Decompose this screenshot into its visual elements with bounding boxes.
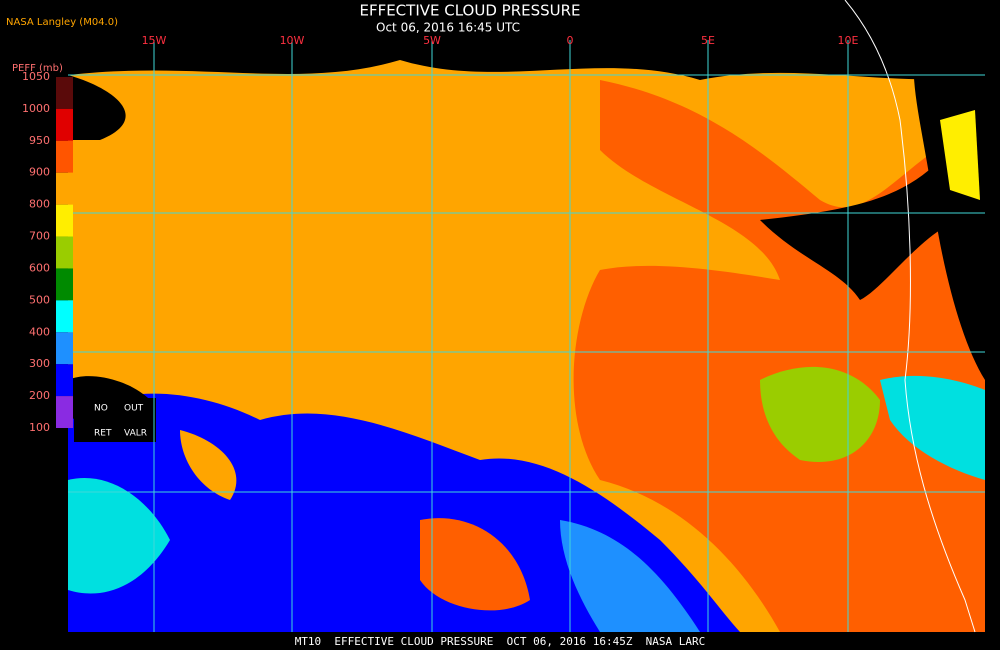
legend-swatch xyxy=(56,396,73,428)
source: NASA Langley (M04.0) xyxy=(6,17,118,28)
legend-swatch xyxy=(56,204,73,237)
legend-swatch xyxy=(56,108,73,141)
clear-sky xyxy=(760,160,940,300)
legend-swatch xyxy=(56,236,73,269)
legend-flag: OUT xyxy=(124,404,144,414)
legend-swatch xyxy=(56,364,73,397)
low-cloud xyxy=(420,518,530,611)
lon-label: 0 xyxy=(567,34,574,47)
high-cloud xyxy=(560,520,700,632)
legend-label: 950 xyxy=(29,134,50,147)
flag-box xyxy=(74,398,156,442)
legend-swatch xyxy=(56,300,73,333)
legend-label: 200 xyxy=(29,389,50,402)
legend-label: 400 xyxy=(29,325,50,338)
title: EFFECTIVE CLOUD PRESSURE xyxy=(359,2,580,20)
legend-label: 1000 xyxy=(22,102,50,115)
legend-swatch xyxy=(56,332,73,365)
legend-title: PEFF (mb) xyxy=(12,63,63,74)
coastline xyxy=(844,0,976,633)
legend-label: 900 xyxy=(29,166,50,179)
mid-cloud xyxy=(760,366,880,462)
legend-swatch xyxy=(56,268,73,301)
high-cloud xyxy=(68,478,170,594)
legend-swatch xyxy=(56,77,73,109)
legend-swatch xyxy=(56,172,73,205)
lon-label: 10E xyxy=(838,34,859,47)
legend-label: 800 xyxy=(29,198,50,211)
cloud-field xyxy=(180,430,237,500)
legend-label: 600 xyxy=(29,261,50,274)
legend-label: 100 xyxy=(29,421,50,434)
land-cloud xyxy=(940,110,980,200)
subtitle: Oct 06, 2016 16:45 UTC xyxy=(376,21,520,35)
lon-label: 5W xyxy=(423,34,441,47)
legend-label: 1050 xyxy=(22,70,50,83)
map-image xyxy=(68,0,985,633)
clear-sky xyxy=(68,75,126,140)
mid-cloud xyxy=(880,375,985,480)
footer: MT10 EFFECTIVE CLOUD PRESSURE OCT 06, 20… xyxy=(295,635,706,648)
lon-label: 10W xyxy=(280,34,305,47)
legend-swatch xyxy=(56,140,73,173)
legend-flag: NO xyxy=(94,404,108,414)
clear-sky xyxy=(68,40,985,80)
graticule xyxy=(68,74,985,493)
legend-label: 700 xyxy=(29,230,50,243)
lon-label: 15W xyxy=(142,34,167,47)
lon-label: 5E xyxy=(701,34,715,47)
legend-flag: RET xyxy=(94,429,112,439)
legend-label: 500 xyxy=(29,293,50,306)
legend-label: 300 xyxy=(29,357,50,370)
legend-flag: VALR xyxy=(124,429,147,439)
